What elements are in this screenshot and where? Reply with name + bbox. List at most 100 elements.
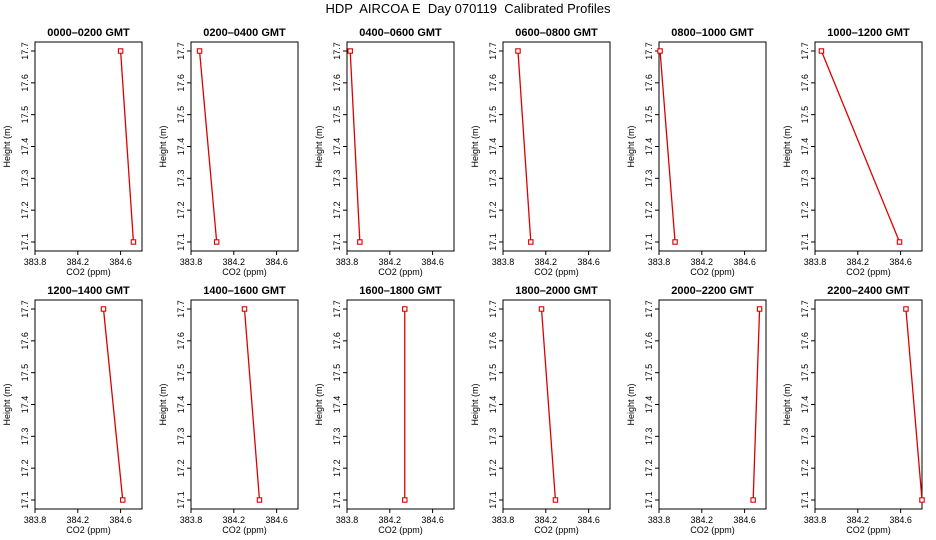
plot-frame: [190, 299, 299, 510]
x-axis-label: CO2 (ppm): [690, 267, 735, 277]
y-tick-label: 17.6: [644, 332, 654, 350]
y-tick-label: 17.6: [176, 74, 186, 92]
y-tick-label: 17.6: [800, 332, 810, 350]
x-tick-label: 383.8: [492, 257, 515, 267]
y-axis-label: Height (m): [2, 383, 12, 425]
profile-panel-9: 1800–2000 GMT 383.8 384.2 384.6 17.1 17.2 17.3…: [470, 285, 611, 535]
x-tick-label: 384.6: [889, 515, 912, 525]
y-tick-label: 17.3: [644, 428, 654, 446]
x-tick-label: 384.6: [577, 515, 600, 525]
y-tick-label: 17.2: [488, 201, 498, 219]
data-point: [552, 497, 559, 503]
plot-frame: [346, 41, 455, 252]
data-point: [672, 239, 678, 245]
x-tick-label: 384.2: [847, 257, 870, 267]
y-tick-label: 17.4: [800, 138, 810, 156]
x-tick-label: 383.8: [180, 515, 203, 525]
y-tick-label: 17.2: [332, 201, 342, 219]
data-point: [919, 497, 925, 503]
plot-frame: [34, 41, 143, 252]
y-tick-label: 17.2: [644, 459, 654, 477]
y-tick-label: 17.1: [644, 491, 654, 509]
x-tick-label: 384.2: [379, 257, 402, 267]
plot-frame: [190, 41, 299, 252]
y-tick-label: 17.6: [20, 74, 30, 92]
y-tick-label: 17.6: [800, 74, 810, 92]
data-point: [130, 239, 137, 245]
y-tick-label: 17.3: [800, 170, 810, 188]
data-point: [196, 48, 203, 54]
x-tick-label: 384.2: [223, 515, 246, 525]
y-tick-label: 17.4: [488, 396, 498, 414]
y-axis-label: Height (m): [158, 383, 168, 425]
x-tick-label: 384.2: [691, 257, 714, 267]
panel-title: 1000–1200 GMT: [827, 27, 910, 39]
profile-panel-1: 0200–0400 GMT 383.8 384.2 384.6 17.1 17.2 17.3…: [158, 27, 299, 277]
panel-title: 0800–1000 GMT: [671, 27, 754, 39]
y-tick-label: 17.2: [176, 201, 186, 219]
y-tick-label: 17.5: [20, 106, 30, 124]
x-axis-label: CO2 (ppm): [66, 267, 111, 277]
y-tick-label: 17.5: [176, 106, 186, 124]
profile-line: [752, 308, 761, 501]
y-tick-label: 17.3: [488, 428, 498, 446]
y-tick-label: 17.6: [488, 74, 498, 92]
data-point: [241, 306, 248, 312]
y-tick-label: 17.4: [800, 396, 810, 414]
x-tick-label: 383.8: [648, 515, 671, 525]
y-tick-label: 17.4: [332, 138, 342, 156]
panel-title: 1800–2000 GMT: [515, 285, 598, 297]
y-tick-label: 17.5: [800, 106, 810, 124]
data-point: [402, 306, 408, 312]
y-axis-label: Height (m): [2, 125, 12, 167]
y-tick-label: 17.7: [800, 300, 810, 318]
panel-title: 0000–0200 GMT: [47, 27, 130, 39]
profile-line: [540, 308, 557, 501]
profile-line: [517, 50, 532, 243]
x-tick-label: 383.8: [180, 257, 203, 267]
y-tick-label: 17.3: [20, 428, 30, 446]
y-tick-label: 17.2: [20, 459, 30, 477]
x-tick-label: 383.8: [24, 515, 47, 525]
y-tick-label: 17.3: [332, 170, 342, 188]
plot-frame: [34, 299, 143, 510]
y-tick-label: 17.5: [488, 106, 498, 124]
x-tick-label: 383.8: [804, 515, 827, 525]
profile-line: [349, 50, 361, 243]
y-tick-label: 17.5: [644, 364, 654, 382]
y-tick-label: 17.4: [20, 138, 30, 156]
y-tick-label: 17.7: [20, 300, 30, 318]
x-tick-label: 383.8: [804, 257, 827, 267]
y-tick-label: 17.6: [488, 332, 498, 350]
profile-line: [243, 308, 261, 501]
plot-frame: [502, 299, 611, 510]
y-tick-label: 17.2: [176, 459, 186, 477]
panel-title: 0400–0600 GMT: [359, 27, 442, 39]
x-tick-label: 384.6: [421, 515, 444, 525]
y-tick-label: 17.5: [800, 364, 810, 382]
profile-panel-0: 0000–0200 GMT 383.8 384.2 384.6 17.1 17.2 17.3…: [2, 27, 143, 277]
profile-panel-6: 1200–1400 GMT 383.8 384.2 384.6 17.1 17.2 17.3…: [2, 285, 143, 535]
profile-panel-11: 2200–2400 GMT 383.8 384.2 384.6 17.1 17.2 17.3…: [782, 285, 925, 535]
y-axis-label: Height (m): [626, 383, 636, 425]
y-axis-label: Height (m): [626, 125, 636, 167]
y-tick-label: 17.5: [644, 106, 654, 124]
y-axis-label: Height (m): [314, 383, 324, 425]
x-tick-label: 384.6: [109, 257, 132, 267]
y-axis-label: Height (m): [314, 125, 324, 167]
x-tick-label: 383.8: [336, 257, 359, 267]
y-tick-label: 17.7: [644, 42, 654, 60]
data-point: [903, 306, 909, 312]
y-tick-label: 17.7: [176, 42, 186, 60]
y-tick-label: 17.7: [332, 300, 342, 318]
profile-panel-4: 0800–1000 GMT 383.8 384.2 384.6 17.1 17.2 17.3…: [626, 27, 767, 277]
data-point: [213, 239, 220, 245]
x-axis-label: CO2 (ppm): [378, 525, 423, 535]
y-tick-label: 17.7: [644, 300, 654, 318]
y-tick-label: 17.1: [800, 491, 810, 509]
x-tick-label: 384.2: [535, 257, 558, 267]
y-tick-label: 17.4: [176, 138, 186, 156]
profile-panel-7: 1400–1600 GMT 383.8 384.2 384.6 17.1 17.2 17.3…: [158, 285, 299, 535]
data-point: [657, 48, 663, 54]
